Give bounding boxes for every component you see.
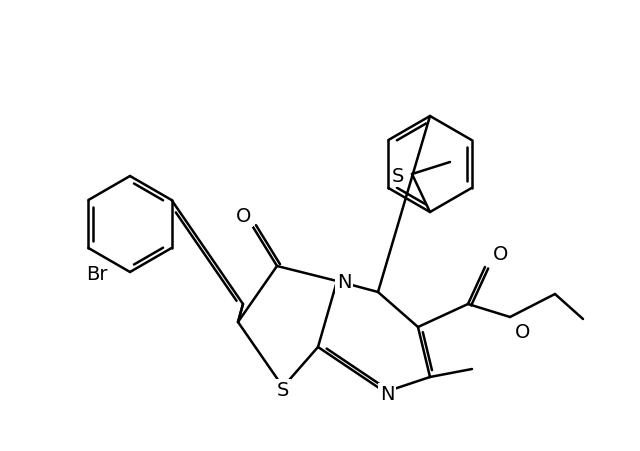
Text: O: O — [515, 322, 531, 341]
Text: S: S — [392, 167, 404, 186]
Text: O: O — [236, 207, 251, 226]
Text: O: O — [493, 244, 508, 263]
Text: N: N — [380, 385, 394, 404]
Text: Br: Br — [86, 265, 108, 284]
Text: N: N — [337, 272, 351, 291]
Text: S: S — [277, 381, 289, 400]
